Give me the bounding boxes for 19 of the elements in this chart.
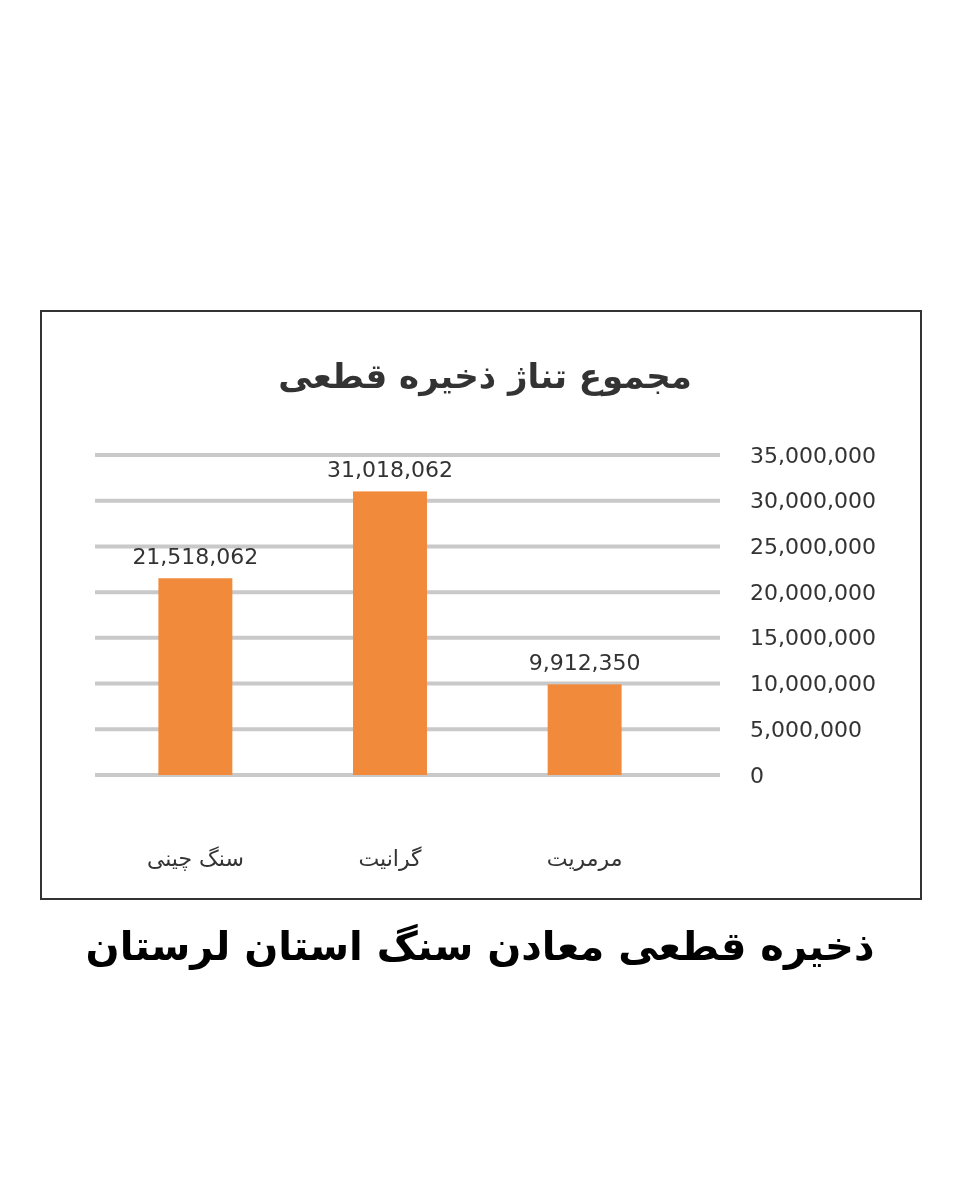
bar	[547, 684, 622, 775]
y-tick-label: 30,000,000	[750, 488, 876, 514]
y-tick-label: 15,000,000	[750, 625, 876, 651]
x-tick-label: گرانیت	[358, 845, 423, 871]
x-tick-label: سنگ چینی	[146, 845, 244, 871]
y-tick-label: 5,000,000	[750, 716, 862, 742]
x-tick-label: مرمریت	[546, 845, 623, 871]
y-tick-label: 0	[750, 762, 764, 788]
bar	[353, 491, 427, 775]
chart-title: مجموع تناژ ذخیره قطعی	[278, 356, 692, 397]
text: ذخیره قطعی معادن سنگ استان لرستان	[85, 923, 875, 970]
data-label: 21,518,062	[132, 544, 259, 570]
y-tick-label: 20,000,000	[750, 579, 876, 605]
y-tick-label: 25,000,000	[750, 533, 876, 559]
data-label: 31,018,062	[327, 457, 453, 483]
y-tick-label: 10,000,000	[750, 671, 876, 697]
bar	[158, 578, 233, 775]
y-tick-label: 35,000,000	[750, 442, 876, 468]
data-label: 9,912,350	[528, 650, 641, 676]
